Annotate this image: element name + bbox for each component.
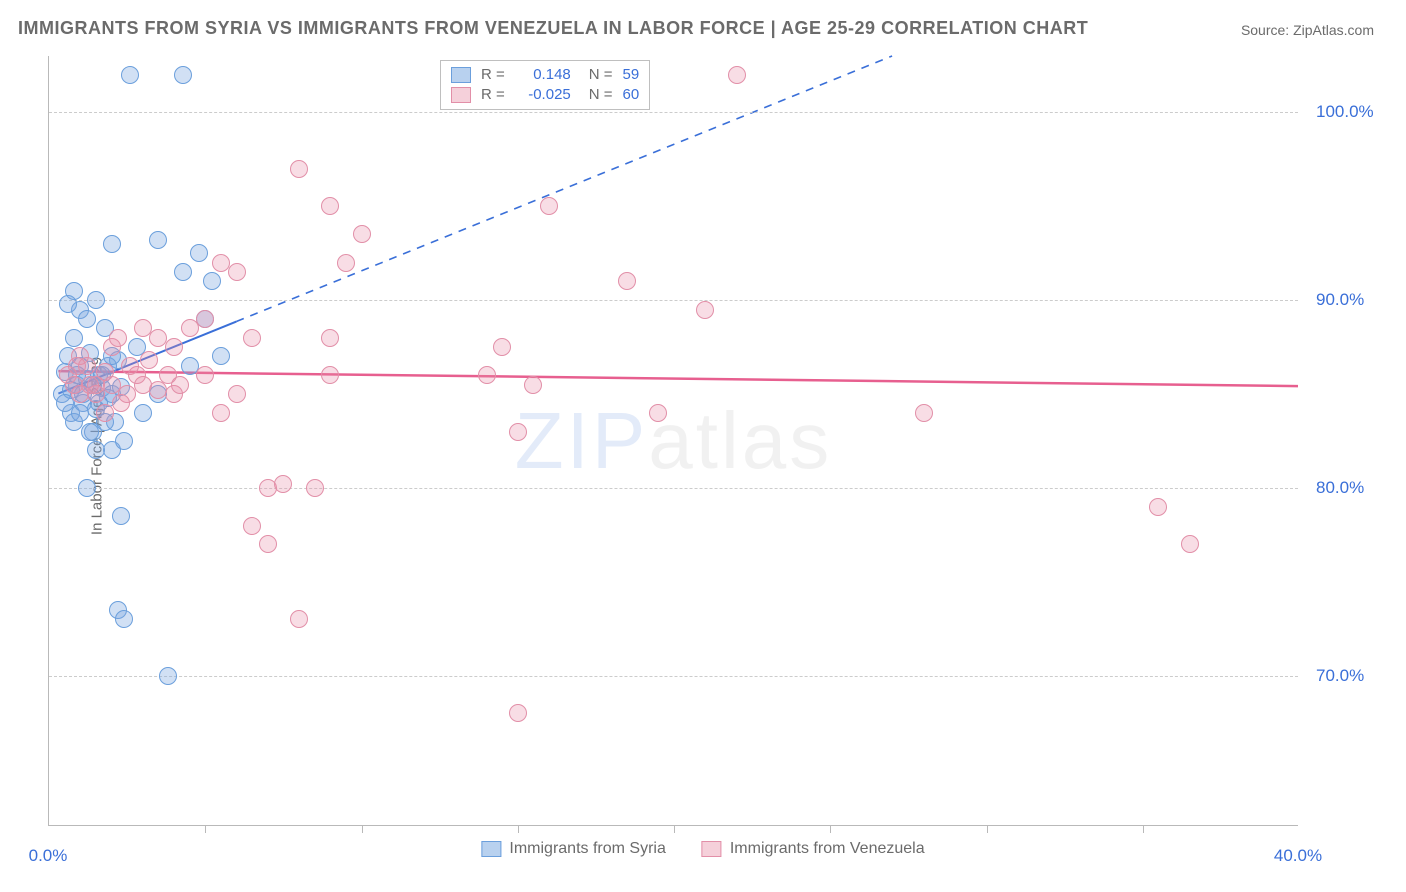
- data-point-syria: [115, 432, 133, 450]
- data-point-venezuela: [121, 357, 139, 375]
- gridline: [49, 676, 1298, 677]
- data-point-syria: [134, 404, 152, 422]
- data-point-syria: [103, 235, 121, 253]
- data-point-venezuela: [228, 385, 246, 403]
- data-point-syria: [78, 310, 96, 328]
- data-point-venezuela: [290, 160, 308, 178]
- data-point-venezuela: [321, 366, 339, 384]
- x-tick: [1143, 825, 1144, 833]
- data-point-syria: [112, 507, 130, 525]
- x-tick-label: 0.0%: [29, 846, 68, 866]
- series-legend: Immigrants from Syria Immigrants from Ven…: [481, 840, 924, 858]
- x-tick: [830, 825, 831, 833]
- data-point-syria: [159, 667, 177, 685]
- y-tick-label: 100.0%: [1316, 102, 1374, 122]
- data-point-syria: [190, 244, 208, 262]
- correlation-legend: R =0.148N =59R =-0.025N =60: [440, 60, 650, 110]
- data-point-syria: [203, 272, 221, 290]
- legend-swatch-icon: [451, 87, 471, 103]
- data-point-syria: [87, 291, 105, 309]
- data-point-venezuela: [306, 479, 324, 497]
- legend-item-syria: Immigrants from Syria: [481, 840, 665, 858]
- x-tick-label: 40.0%: [1274, 846, 1322, 866]
- data-point-syria: [149, 231, 167, 249]
- data-point-venezuela: [1181, 535, 1199, 553]
- data-point-syria: [78, 479, 96, 497]
- x-tick: [205, 825, 206, 833]
- data-point-venezuela: [353, 225, 371, 243]
- legend-item-label: Immigrants from Syria: [509, 840, 665, 858]
- data-point-venezuela: [196, 366, 214, 384]
- data-point-venezuela: [68, 357, 86, 375]
- data-point-syria: [174, 263, 192, 281]
- legend-swatch-icon: [451, 67, 471, 83]
- data-point-venezuela: [228, 263, 246, 281]
- trend-lines: [49, 56, 1298, 825]
- chart-title: IMMIGRANTS FROM SYRIA VS IMMIGRANTS FROM…: [18, 18, 1088, 39]
- data-point-venezuela: [274, 475, 292, 493]
- data-point-venezuela: [524, 376, 542, 394]
- legend-swatch-icon: [702, 841, 722, 857]
- data-point-venezuela: [243, 517, 261, 535]
- y-tick-label: 90.0%: [1316, 290, 1364, 310]
- data-point-venezuela: [212, 404, 230, 422]
- data-point-venezuela: [321, 197, 339, 215]
- scatter-plot-area: ZIPatlas: [48, 56, 1298, 826]
- data-point-venezuela: [196, 310, 214, 328]
- x-tick: [987, 825, 988, 833]
- data-point-venezuela: [165, 338, 183, 356]
- legend-item-label: Immigrants from Venezuela: [730, 840, 925, 858]
- data-point-syria: [212, 347, 230, 365]
- legend-item-venezuela: Immigrants from Venezuela: [702, 840, 925, 858]
- x-tick: [362, 825, 363, 833]
- data-point-venezuela: [540, 197, 558, 215]
- data-point-venezuela: [290, 610, 308, 628]
- data-point-venezuela: [618, 272, 636, 290]
- legend-swatch-icon: [481, 841, 501, 857]
- source-attribution: Source: ZipAtlas.com: [1241, 22, 1374, 38]
- data-point-venezuela: [509, 423, 527, 441]
- watermark: ZIPatlas: [515, 395, 832, 487]
- data-point-venezuela: [243, 329, 261, 347]
- x-tick: [674, 825, 675, 833]
- data-point-syria: [71, 404, 89, 422]
- trend-line-venezuela: [58, 371, 1298, 386]
- data-point-venezuela: [493, 338, 511, 356]
- data-point-venezuela: [649, 404, 667, 422]
- data-point-venezuela: [259, 535, 277, 553]
- data-point-venezuela: [321, 329, 339, 347]
- x-tick: [518, 825, 519, 833]
- data-point-syria: [174, 66, 192, 84]
- gridline: [49, 112, 1298, 113]
- data-point-syria: [59, 295, 77, 313]
- data-point-venezuela: [103, 376, 121, 394]
- data-point-venezuela: [915, 404, 933, 422]
- legend-row-syria: R =0.148N =59: [451, 65, 639, 85]
- data-point-venezuela: [509, 704, 527, 722]
- data-point-syria: [115, 610, 133, 628]
- y-tick-label: 70.0%: [1316, 666, 1364, 686]
- y-tick-label: 80.0%: [1316, 478, 1364, 498]
- data-point-venezuela: [171, 376, 189, 394]
- data-point-syria: [121, 66, 139, 84]
- data-point-venezuela: [478, 366, 496, 384]
- data-point-venezuela: [337, 254, 355, 272]
- data-point-venezuela: [140, 351, 158, 369]
- data-point-venezuela: [696, 301, 714, 319]
- gridline: [49, 300, 1298, 301]
- data-point-venezuela: [149, 329, 167, 347]
- data-point-venezuela: [96, 404, 114, 422]
- data-point-venezuela: [1149, 498, 1167, 516]
- gridline: [49, 488, 1298, 489]
- data-point-venezuela: [112, 394, 130, 412]
- data-point-venezuela: [109, 329, 127, 347]
- data-point-syria: [87, 441, 105, 459]
- data-point-syria: [81, 423, 99, 441]
- data-point-venezuela: [81, 376, 99, 394]
- legend-row-venezuela: R =-0.025N =60: [451, 85, 639, 105]
- data-point-syria: [65, 329, 83, 347]
- data-point-venezuela: [728, 66, 746, 84]
